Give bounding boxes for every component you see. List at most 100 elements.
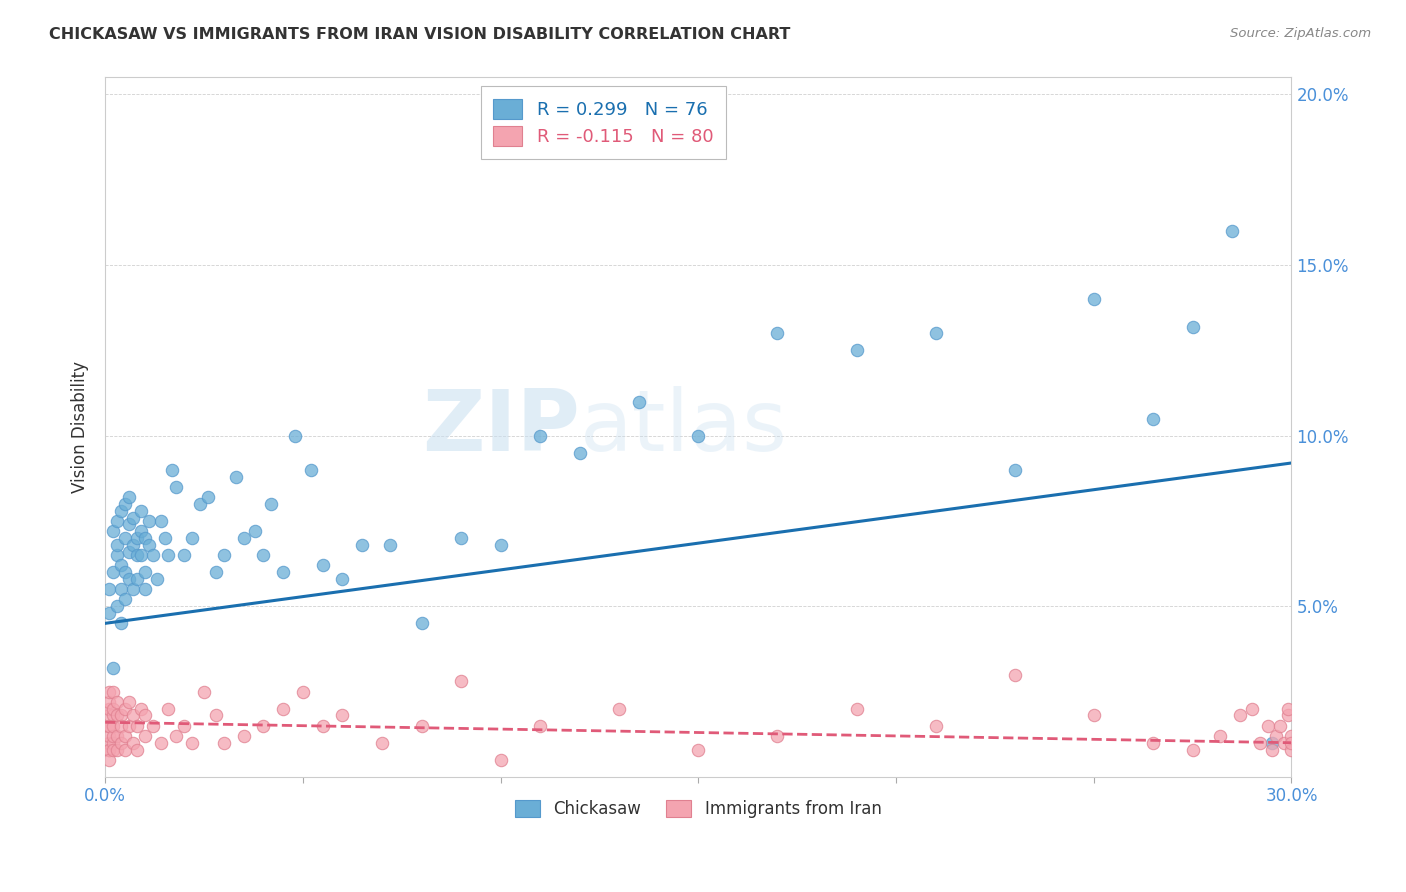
Point <box>260 497 283 511</box>
Point <box>352 538 374 552</box>
Point <box>271 701 294 715</box>
Point <box>173 719 195 733</box>
Point <box>118 695 141 709</box>
Point <box>110 504 132 518</box>
Point <box>98 606 121 620</box>
Point <box>252 719 274 733</box>
Point <box>122 736 145 750</box>
Point <box>378 538 401 552</box>
Point <box>125 719 148 733</box>
Point <box>110 558 132 573</box>
Point <box>1229 708 1251 723</box>
Legend: Chickasaw, Immigrants from Iran: Chickasaw, Immigrants from Iran <box>509 793 889 824</box>
Point <box>125 548 148 562</box>
Point <box>114 592 136 607</box>
Text: atlas: atlas <box>579 385 787 468</box>
Point <box>568 446 591 460</box>
Point <box>225 469 247 483</box>
Point <box>98 736 121 750</box>
Point <box>114 701 136 715</box>
Point <box>411 719 433 733</box>
Point <box>1281 729 1303 743</box>
Point <box>205 708 228 723</box>
Point <box>411 616 433 631</box>
Point <box>101 661 124 675</box>
Point <box>212 548 235 562</box>
Point <box>129 504 152 518</box>
Point <box>105 708 128 723</box>
Point <box>134 582 156 597</box>
Y-axis label: Vision Disability: Vision Disability <box>72 361 89 493</box>
Point <box>122 510 145 524</box>
Point <box>149 736 172 750</box>
Point <box>1142 411 1164 425</box>
Point <box>157 701 180 715</box>
Text: Source: ZipAtlas.com: Source: ZipAtlas.com <box>1230 27 1371 40</box>
Point <box>101 742 124 756</box>
Point <box>98 729 121 743</box>
Point <box>1264 729 1286 743</box>
Point <box>312 558 335 573</box>
Point <box>98 684 121 698</box>
Point <box>125 742 148 756</box>
Text: ZIP: ZIP <box>422 385 579 468</box>
Point <box>134 708 156 723</box>
Point <box>1249 736 1271 750</box>
Point <box>1281 742 1303 756</box>
Point <box>924 326 946 341</box>
Point <box>118 490 141 504</box>
Point <box>118 544 141 558</box>
Point <box>688 742 710 756</box>
Point <box>529 719 551 733</box>
Point <box>101 565 124 579</box>
Point <box>98 582 121 597</box>
Point <box>105 695 128 709</box>
Point <box>1257 719 1279 733</box>
Point <box>845 343 868 358</box>
Point <box>607 701 630 715</box>
Point <box>125 572 148 586</box>
Point <box>105 538 128 552</box>
Point <box>101 719 124 733</box>
Point <box>114 565 136 579</box>
Point <box>110 708 132 723</box>
Point <box>157 548 180 562</box>
Point <box>110 582 132 597</box>
Point <box>312 719 335 733</box>
Point <box>101 684 124 698</box>
Point <box>142 548 165 562</box>
Point <box>138 538 160 552</box>
Point <box>98 742 121 756</box>
Point <box>627 394 650 409</box>
Point <box>489 538 512 552</box>
Point <box>232 531 254 545</box>
Point <box>1220 224 1243 238</box>
Point <box>114 497 136 511</box>
Point <box>291 684 314 698</box>
Point <box>1260 736 1282 750</box>
Point <box>1240 701 1263 715</box>
Point <box>129 548 152 562</box>
Point <box>1277 708 1299 723</box>
Point <box>110 616 132 631</box>
Point <box>181 531 204 545</box>
Point <box>114 729 136 743</box>
Point <box>114 531 136 545</box>
Point <box>766 729 789 743</box>
Point <box>450 674 472 689</box>
Point <box>232 729 254 743</box>
Point <box>142 719 165 733</box>
Point <box>101 701 124 715</box>
Point <box>1004 463 1026 477</box>
Point <box>125 531 148 545</box>
Point <box>145 572 167 586</box>
Point <box>101 729 124 743</box>
Point <box>165 480 187 494</box>
Point <box>129 524 152 539</box>
Point <box>205 565 228 579</box>
Point <box>122 538 145 552</box>
Point <box>129 701 152 715</box>
Point <box>114 742 136 756</box>
Point <box>98 695 121 709</box>
Point <box>134 565 156 579</box>
